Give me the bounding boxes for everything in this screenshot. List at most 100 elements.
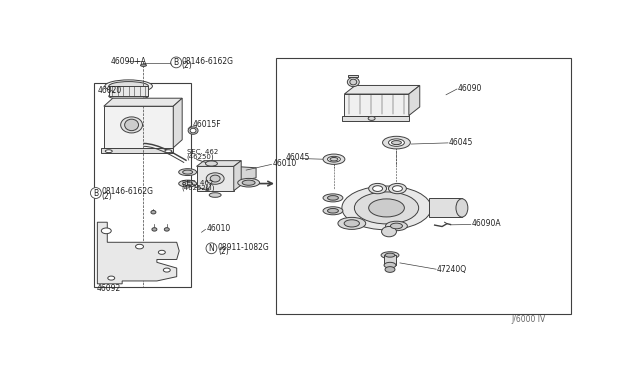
Ellipse shape (237, 179, 260, 187)
Ellipse shape (384, 262, 396, 268)
Ellipse shape (125, 119, 138, 131)
Ellipse shape (372, 186, 383, 192)
Ellipse shape (330, 157, 338, 161)
Ellipse shape (392, 186, 403, 192)
Ellipse shape (165, 150, 172, 153)
Text: 46090+A: 46090+A (111, 57, 147, 66)
Ellipse shape (182, 182, 193, 186)
Text: B: B (173, 58, 179, 67)
Ellipse shape (328, 196, 339, 200)
Ellipse shape (392, 141, 401, 145)
Bar (348, 74, 358, 77)
Ellipse shape (338, 217, 365, 230)
Ellipse shape (348, 77, 359, 87)
Text: 46045: 46045 (449, 138, 474, 147)
Text: (46252M): (46252M) (182, 184, 215, 190)
Ellipse shape (368, 116, 375, 121)
Bar (276, 58, 571, 314)
Text: 08146-6162G: 08146-6162G (102, 187, 154, 196)
Ellipse shape (390, 223, 403, 229)
Ellipse shape (242, 180, 255, 185)
Polygon shape (97, 222, 179, 284)
Ellipse shape (158, 250, 165, 254)
Ellipse shape (109, 93, 148, 100)
Ellipse shape (328, 208, 339, 213)
Ellipse shape (182, 170, 193, 174)
Text: 46010: 46010 (207, 224, 231, 233)
Ellipse shape (188, 127, 198, 134)
Text: SEC. 462: SEC. 462 (182, 180, 213, 186)
Ellipse shape (342, 186, 431, 230)
Ellipse shape (344, 220, 360, 227)
Text: 46045: 46045 (286, 153, 310, 162)
Ellipse shape (121, 117, 143, 133)
Ellipse shape (323, 207, 343, 215)
Ellipse shape (381, 227, 396, 237)
Text: (2): (2) (181, 61, 192, 70)
Ellipse shape (385, 267, 395, 272)
Polygon shape (234, 166, 256, 182)
Polygon shape (234, 161, 241, 191)
Ellipse shape (209, 193, 221, 197)
Text: 08146-6162G: 08146-6162G (181, 57, 233, 66)
Ellipse shape (205, 161, 218, 166)
Ellipse shape (136, 244, 143, 249)
Ellipse shape (385, 221, 407, 231)
Text: (46250): (46250) (187, 153, 214, 160)
Ellipse shape (179, 180, 196, 187)
Text: 46090: 46090 (458, 84, 483, 93)
Ellipse shape (101, 228, 111, 234)
Text: (2): (2) (102, 192, 113, 201)
Ellipse shape (383, 136, 410, 149)
Ellipse shape (141, 64, 147, 67)
Ellipse shape (171, 61, 177, 65)
Ellipse shape (109, 81, 148, 91)
Ellipse shape (106, 150, 112, 153)
Polygon shape (173, 98, 182, 148)
Text: 47240Q: 47240Q (437, 265, 467, 274)
Ellipse shape (323, 194, 343, 202)
Polygon shape (409, 86, 420, 116)
Text: B: B (93, 189, 99, 198)
Polygon shape (104, 98, 182, 106)
Ellipse shape (163, 268, 170, 272)
Text: 46090A: 46090A (472, 219, 502, 228)
Ellipse shape (206, 173, 224, 184)
Ellipse shape (179, 169, 196, 176)
Ellipse shape (381, 252, 399, 259)
Bar (101, 148, 173, 153)
Ellipse shape (388, 183, 406, 194)
Ellipse shape (323, 154, 345, 164)
Ellipse shape (328, 156, 340, 162)
Ellipse shape (152, 228, 157, 231)
Bar (429, 198, 463, 217)
Text: (2): (2) (218, 247, 228, 256)
Ellipse shape (108, 276, 115, 280)
Text: 46015F: 46015F (193, 121, 221, 129)
Ellipse shape (210, 175, 220, 182)
Polygon shape (109, 86, 148, 96)
Ellipse shape (385, 253, 395, 257)
Ellipse shape (190, 128, 196, 133)
Ellipse shape (164, 228, 169, 231)
Bar (94, 83, 191, 287)
Ellipse shape (151, 211, 156, 214)
Text: 46092: 46092 (97, 284, 121, 293)
Polygon shape (344, 86, 420, 94)
Bar (342, 116, 409, 121)
Text: J/6000 IV: J/6000 IV (511, 315, 546, 324)
Ellipse shape (369, 199, 404, 217)
Polygon shape (196, 161, 241, 166)
Bar (196, 166, 234, 191)
Bar (384, 255, 396, 265)
Bar (344, 94, 409, 116)
Ellipse shape (355, 192, 419, 224)
Ellipse shape (456, 199, 468, 217)
Bar (104, 106, 173, 148)
Ellipse shape (388, 139, 404, 146)
Ellipse shape (105, 80, 152, 93)
Text: N: N (209, 244, 214, 253)
Text: 46010: 46010 (273, 159, 297, 168)
Text: 08911-1082G: 08911-1082G (218, 243, 269, 251)
Ellipse shape (369, 183, 387, 194)
